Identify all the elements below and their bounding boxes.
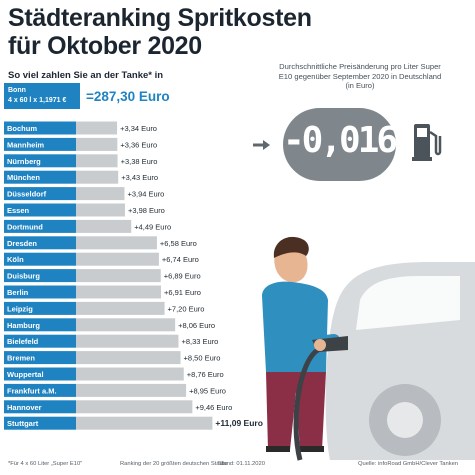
- value-bar: [76, 367, 184, 381]
- footer-date: Stand: 01.11.2020: [218, 461, 265, 467]
- value-label: +3,94 Euro: [127, 190, 164, 199]
- value-bar: [76, 187, 125, 201]
- value-bar: [76, 400, 193, 414]
- city-label: Hannover: [7, 403, 42, 412]
- city-label: Köln: [7, 255, 24, 264]
- city-label: Dresden: [7, 239, 37, 248]
- city-label: Düsseldorf: [7, 190, 47, 199]
- value-bar: [76, 170, 119, 184]
- price-change-display: [283, 108, 396, 181]
- city-label-box: [4, 367, 76, 381]
- value-label: +8,33 Euro: [181, 337, 218, 346]
- value-label: +3,36 Euro: [120, 140, 157, 149]
- city-label: Bochum: [7, 124, 37, 133]
- price-change-description: Durchschnittliche Preisänderung pro Lite…: [278, 62, 442, 91]
- city-label-box: [4, 236, 76, 250]
- city-label-box: [4, 154, 76, 168]
- value-bar: [76, 137, 118, 151]
- city-label: Leipzig: [7, 304, 33, 313]
- city-label-box: [4, 318, 76, 332]
- value-label: +8,06 Euro: [178, 321, 215, 330]
- value-bar: [76, 236, 157, 250]
- value-label: +6,91 Euro: [164, 288, 201, 297]
- value-label: +8,50 Euro: [184, 354, 221, 363]
- city-label-box: [4, 252, 76, 266]
- city-label-box: [4, 203, 76, 217]
- value-label: +6,74 Euro: [162, 255, 199, 264]
- value-bar: [76, 301, 165, 315]
- value-bar: [76, 219, 132, 233]
- city-label: Bielefeld: [7, 337, 39, 346]
- value-label: +3,38 Euro: [121, 157, 158, 166]
- value-bar: [76, 334, 179, 348]
- value-label: +3,43 Euro: [121, 173, 158, 182]
- value-label: +6,58 Euro: [160, 239, 197, 248]
- city-label: Dortmund: [7, 222, 43, 231]
- value-bar: [76, 252, 159, 266]
- city-label: Duisburg: [7, 272, 40, 281]
- value-label: +3,34 Euro: [120, 124, 157, 133]
- value-bar: [76, 154, 118, 168]
- city-label-box: [4, 400, 76, 414]
- page-title-line1: Städteranking Spritkosten: [8, 4, 312, 32]
- value-bar: [76, 285, 161, 299]
- arrow-right-icon: [253, 138, 271, 156]
- fuel-pump-icon: [412, 122, 442, 167]
- footer-source: Quelle: infoRoad GmbH/Clever Tanken: [358, 461, 459, 467]
- value-label: +3,98 Euro: [128, 206, 165, 215]
- reference-city-box: Bonn 4 x 60 l x 1,1971 €: [4, 83, 80, 109]
- city-label-box: [4, 334, 76, 348]
- city-label-box: [4, 137, 76, 151]
- subtitle: So viel zahlen Sie an der Tanke* in: [8, 70, 164, 81]
- price-change-value: -0,0164: [283, 120, 417, 161]
- value-bar: [76, 318, 176, 332]
- value-bar: [76, 351, 181, 365]
- city-label: Stuttgart: [7, 419, 39, 428]
- city-label-box: [4, 383, 76, 397]
- city-label-box: [4, 187, 76, 201]
- value-label: +4,49 Euro: [134, 222, 171, 231]
- value-label: +11,09 Euro: [215, 418, 262, 428]
- reference-total: =287,30 Euro: [86, 89, 170, 104]
- city-label-box: [4, 351, 76, 365]
- value-label: +9,46 Euro: [195, 403, 232, 412]
- value-bar: [76, 269, 161, 283]
- city-label: Nürnberg: [7, 157, 41, 166]
- city-label-box: [4, 121, 76, 135]
- city-label-box: [4, 269, 76, 283]
- city-label: Bremen: [7, 354, 35, 363]
- city-label-box: [4, 301, 76, 315]
- city-label: Wuppertal: [7, 370, 44, 379]
- value-bar: [76, 383, 187, 397]
- value-label: +8,76 Euro: [187, 370, 224, 379]
- city-label: Mannheim: [7, 140, 44, 149]
- city-label: Hamburg: [7, 321, 40, 330]
- city-label: München: [7, 173, 40, 182]
- city-label-box: [4, 416, 76, 430]
- city-label-box: [4, 170, 76, 184]
- value-bar: [76, 121, 118, 135]
- value-label: +7,20 Euro: [168, 304, 205, 313]
- footer-note: *Für 4 x 60 Liter „Super E10": [8, 461, 83, 467]
- reference-formula: 4 x 60 l x 1,1971 €: [8, 97, 67, 104]
- city-label-box: [4, 285, 76, 299]
- city-label: Essen: [7, 206, 30, 215]
- city-label-box: [4, 219, 76, 233]
- value-label: +8,95 Euro: [189, 386, 226, 395]
- value-label: +6,89 Euro: [164, 272, 201, 281]
- value-bar: [76, 416, 213, 430]
- value-bar: [76, 203, 125, 217]
- city-label: Berlin: [7, 288, 29, 297]
- city-label: Frankfurt a.M.: [7, 386, 57, 395]
- page-title-line2: für Oktober 2020: [8, 32, 202, 60]
- footer-ranking: Ranking der 20 größten deutschen Städte: [120, 461, 228, 467]
- reference-city-name: Bonn: [8, 87, 26, 94]
